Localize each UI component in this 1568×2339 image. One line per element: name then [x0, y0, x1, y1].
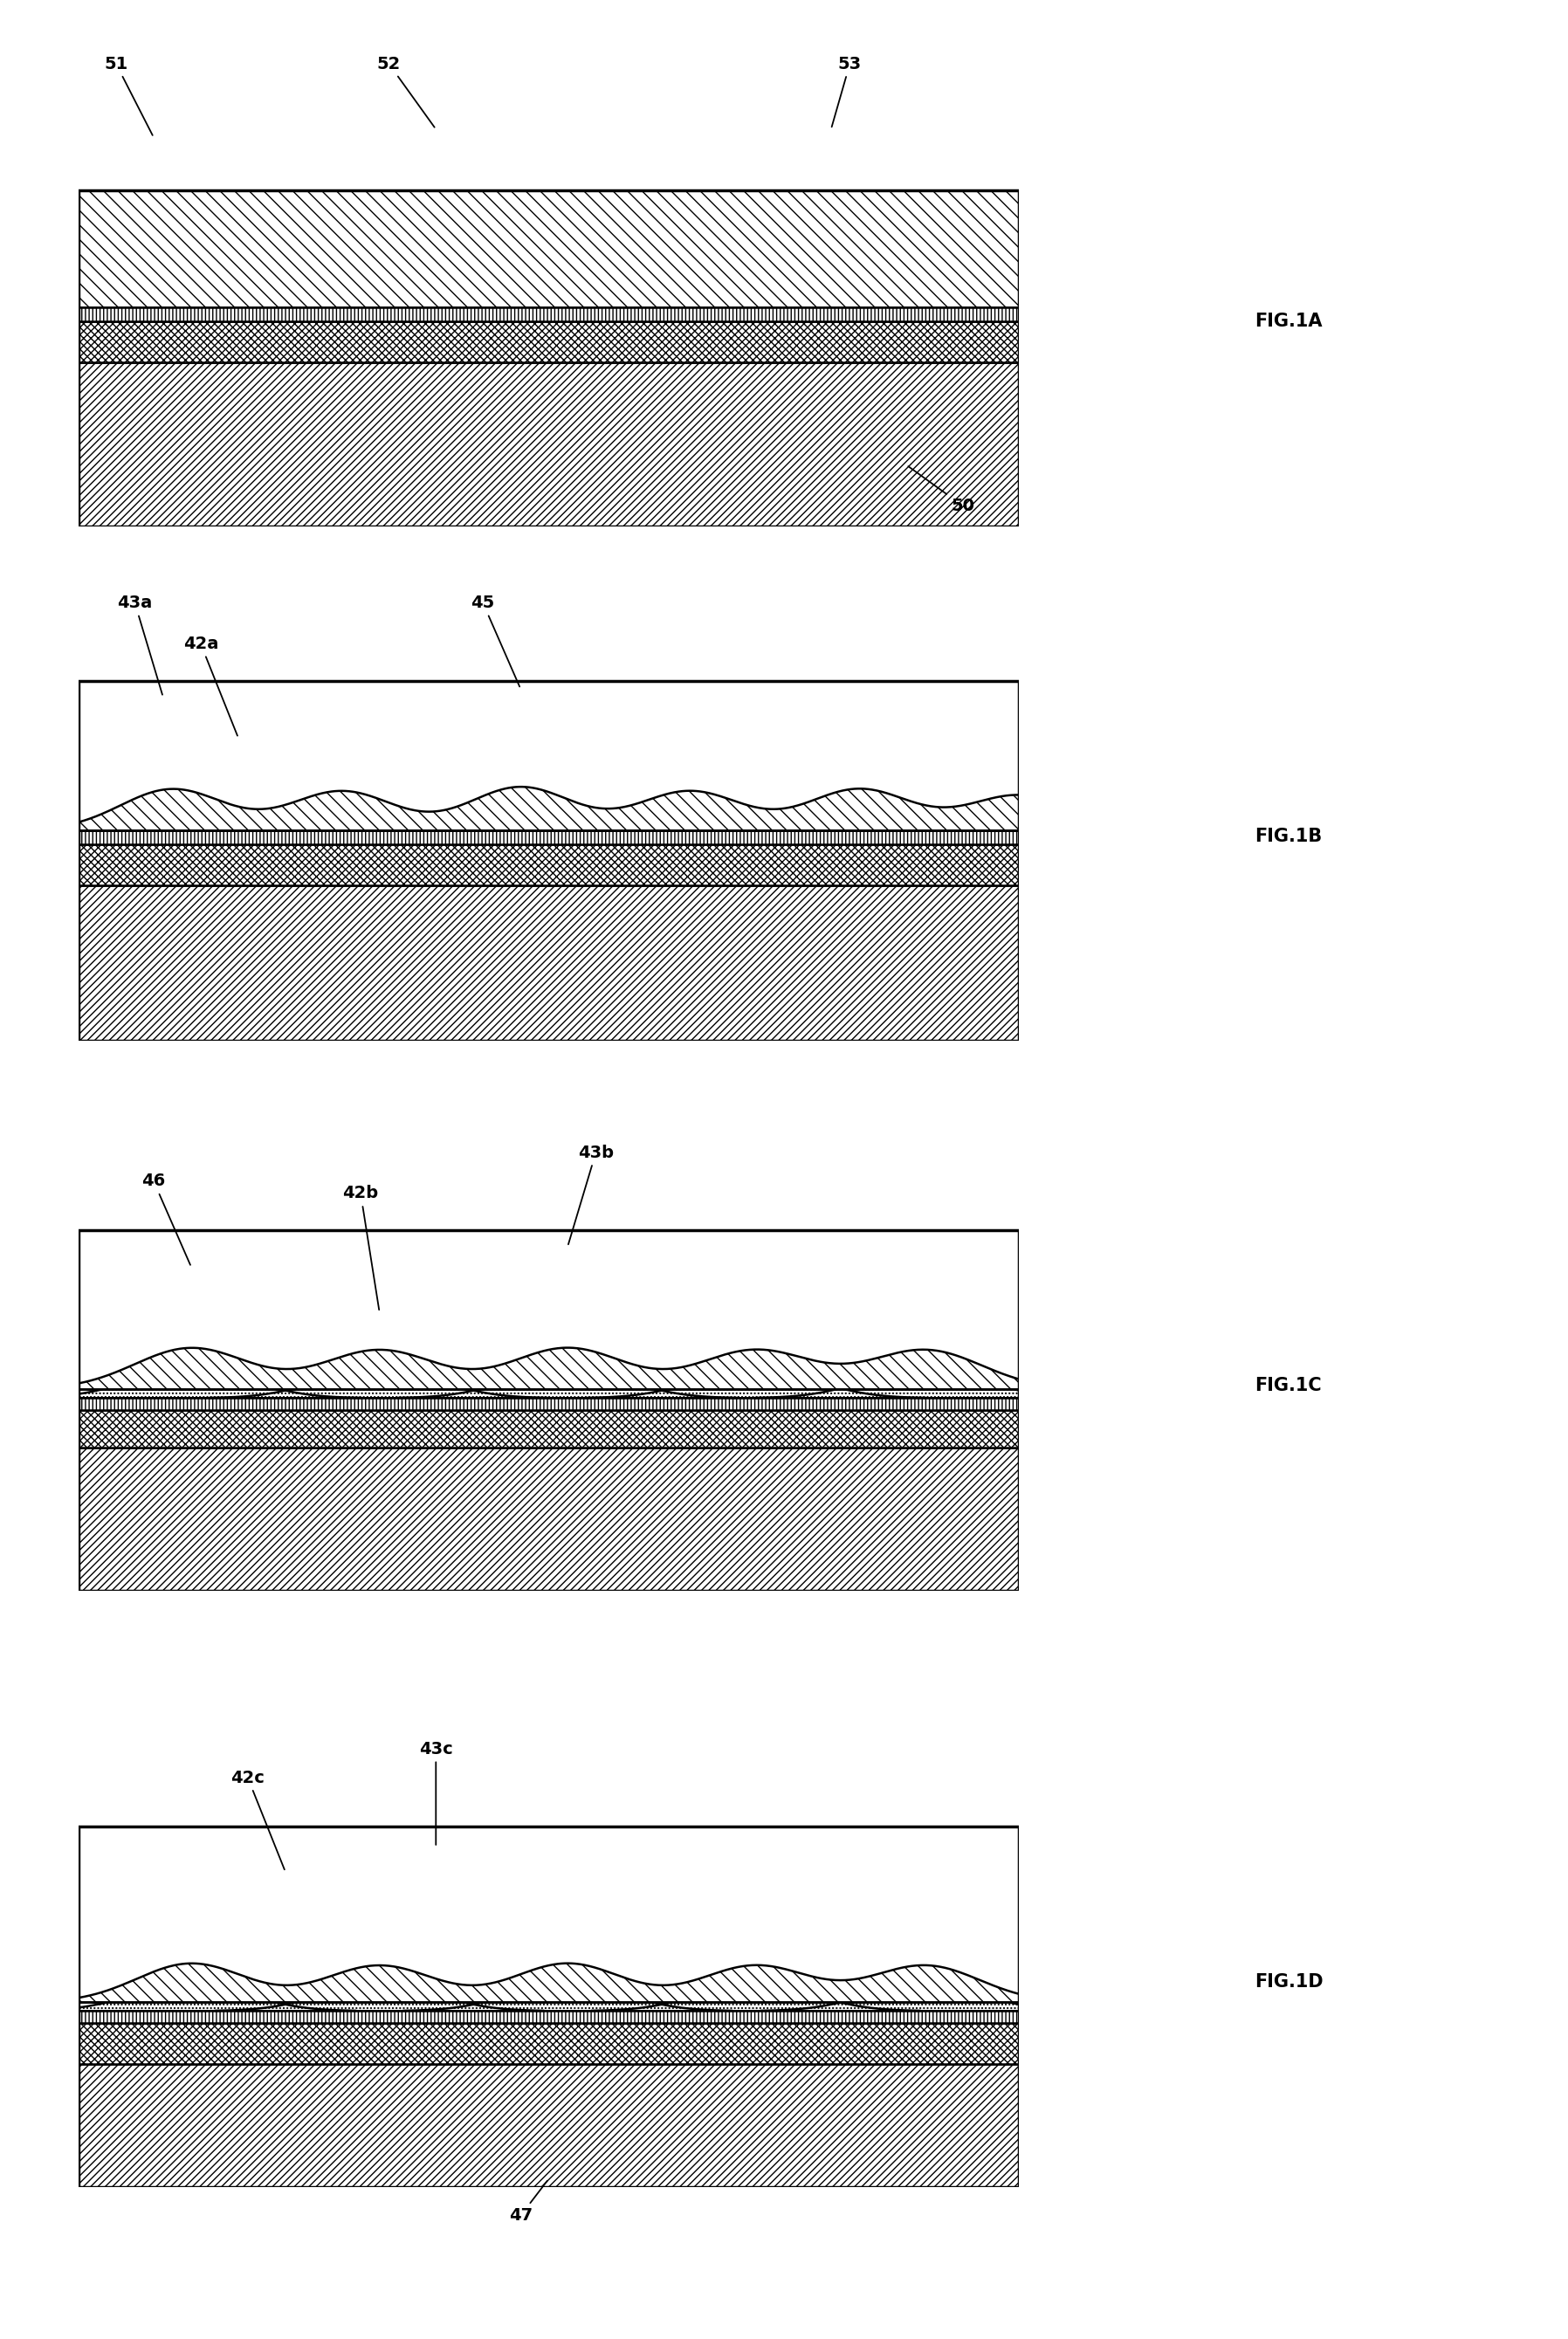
Bar — [78, 681, 1019, 1041]
Bar — [78, 844, 1019, 886]
Bar — [78, 306, 1019, 323]
Text: 42a: 42a — [183, 636, 237, 737]
Text: 42b: 42b — [343, 1186, 379, 1310]
Bar — [78, 323, 1019, 363]
Bar — [78, 363, 1019, 526]
Text: 51: 51 — [103, 56, 152, 136]
Text: 42c: 42c — [230, 1768, 284, 1869]
Bar — [78, 1410, 1019, 1448]
Bar — [78, 1230, 1019, 1591]
Text: 43a: 43a — [118, 594, 163, 695]
Text: 50: 50 — [908, 465, 975, 515]
Bar — [78, 1399, 1019, 1410]
Bar — [78, 830, 1019, 844]
Bar — [78, 1448, 1019, 1591]
Bar — [78, 1827, 1019, 2187]
Bar — [78, 2012, 1019, 2023]
Text: 45: 45 — [470, 594, 519, 688]
Bar — [78, 192, 1019, 306]
Text: 43b: 43b — [568, 1144, 613, 1244]
Text: FIG.1D: FIG.1D — [1254, 1974, 1323, 1990]
Text: 47: 47 — [508, 2180, 547, 2224]
Bar — [78, 2063, 1019, 2187]
Text: 52: 52 — [376, 56, 434, 126]
Text: FIG.1B: FIG.1B — [1254, 828, 1322, 844]
Bar — [78, 192, 1019, 526]
Text: FIG.1A: FIG.1A — [1254, 313, 1322, 330]
Text: FIG.1C: FIG.1C — [1254, 1378, 1322, 1394]
Bar — [78, 2023, 1019, 2063]
Bar — [78, 886, 1019, 1041]
Text: 43c: 43c — [419, 1740, 453, 1845]
Text: 53: 53 — [831, 56, 862, 126]
Text: 46: 46 — [141, 1172, 190, 1265]
